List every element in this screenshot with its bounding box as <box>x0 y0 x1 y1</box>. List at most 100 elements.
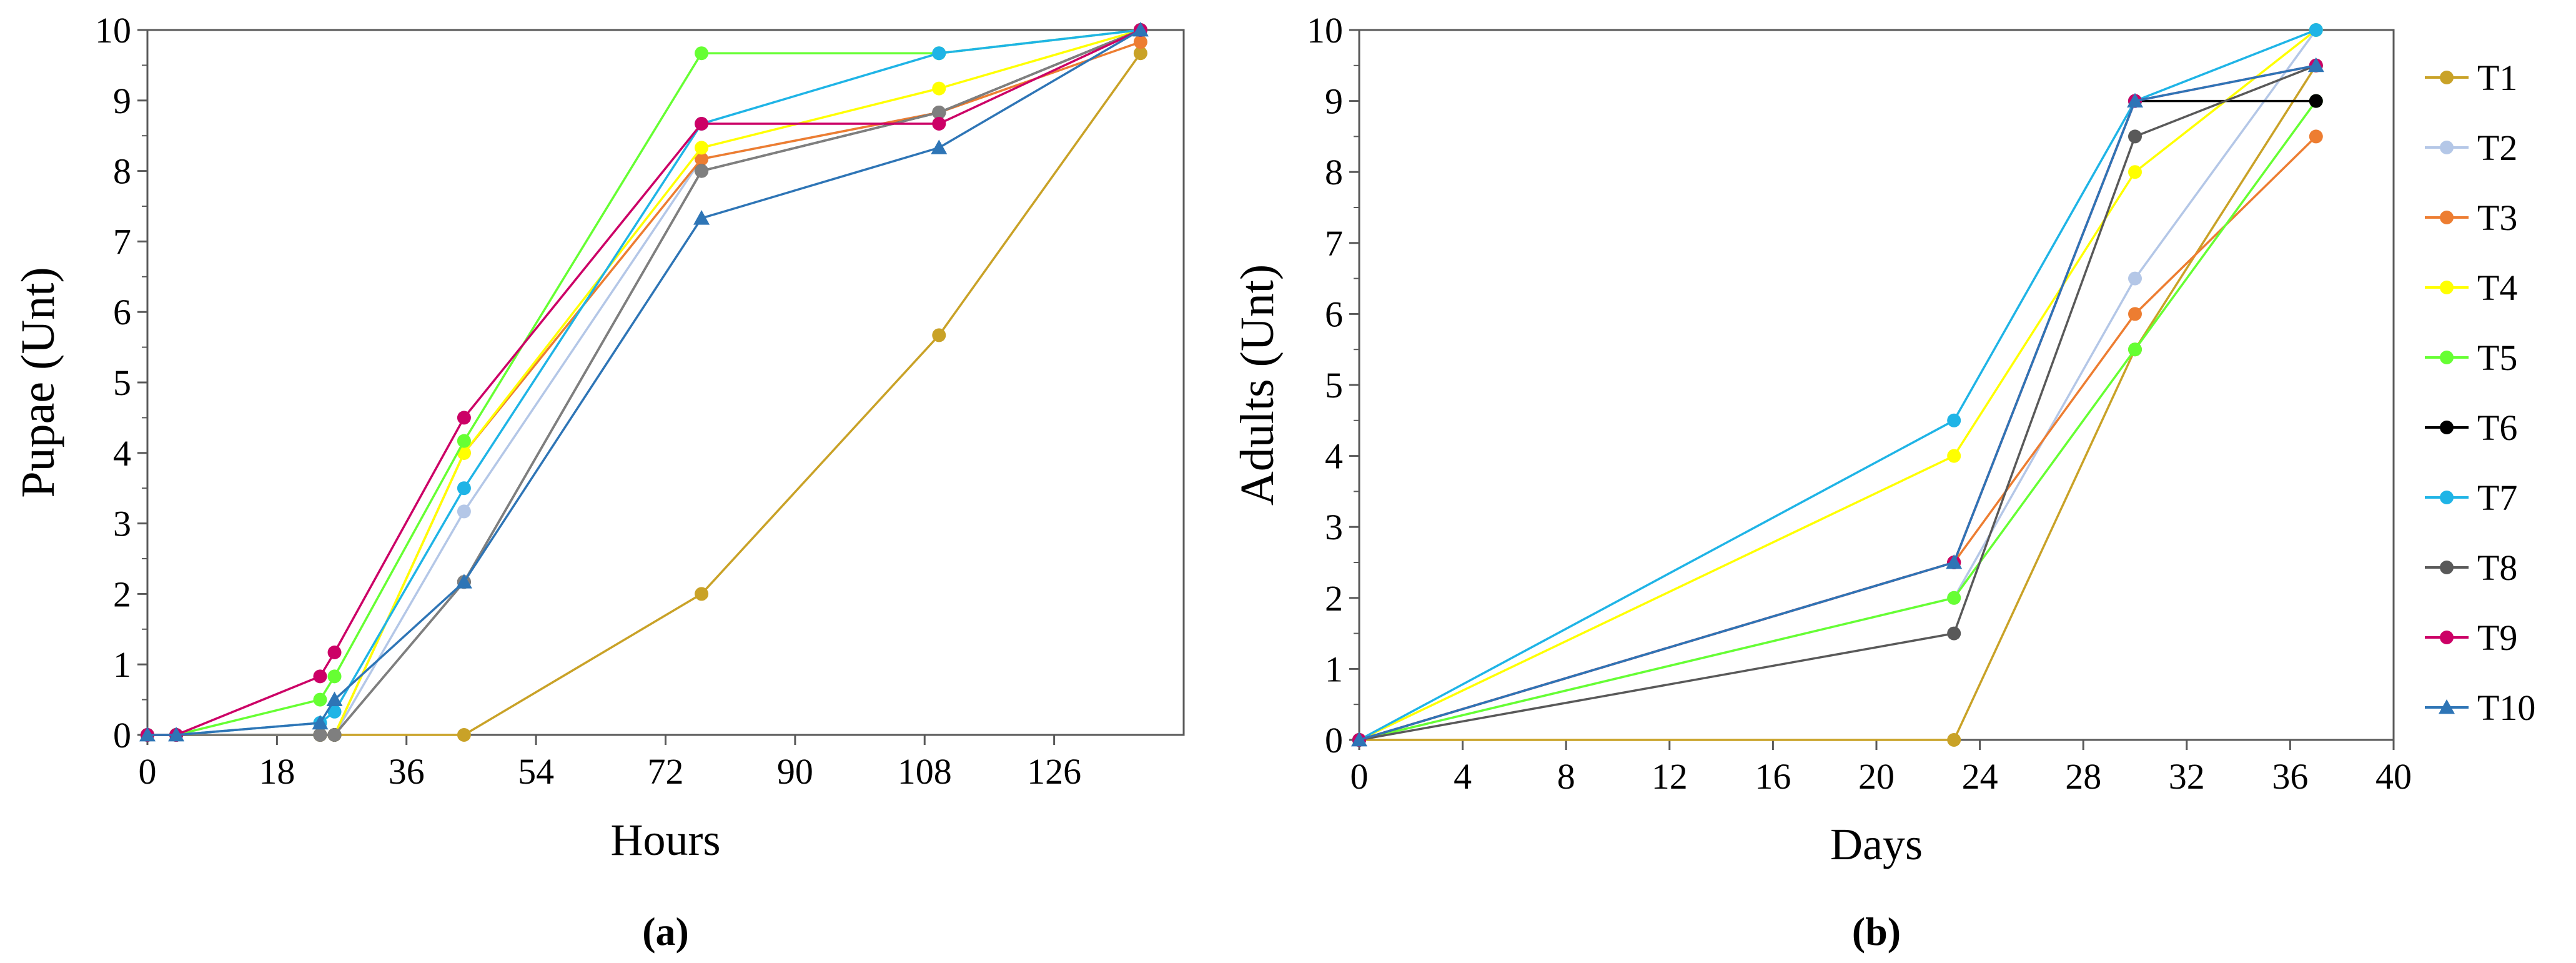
y-tick-label: 2 <box>1325 578 1343 619</box>
data-point <box>2128 342 2142 357</box>
x-tick-label: 32 <box>2169 756 2205 797</box>
y-tick-label: 2 <box>113 574 131 614</box>
y-tick-label: 0 <box>1325 720 1343 761</box>
y-tick-label: 3 <box>113 504 131 544</box>
legend-item: T7 <box>2425 477 2517 518</box>
data-point <box>695 141 709 155</box>
data-point <box>327 728 342 742</box>
data-point <box>1947 449 1961 463</box>
legend-marker <box>2440 561 2454 574</box>
data-point <box>313 728 327 742</box>
x-tick-label: 12 <box>1652 756 1688 797</box>
legend-label: T3 <box>2477 197 2517 238</box>
y-axis-title: Adults (Unt) <box>1231 264 1284 506</box>
data-point <box>2307 57 2324 72</box>
legend-item: T1 <box>2425 57 2517 98</box>
data-point <box>932 328 946 342</box>
data-point <box>1947 413 1961 427</box>
legend-item: T8 <box>2425 547 2517 588</box>
data-point <box>932 46 946 61</box>
x-tick-label: 18 <box>259 751 295 792</box>
y-tick-label: 9 <box>1325 81 1343 122</box>
y-tick-label: 10 <box>95 10 131 51</box>
data-point <box>1947 733 1961 747</box>
data-point <box>1351 732 1367 747</box>
data-point <box>1132 22 1149 37</box>
data-point <box>932 105 946 119</box>
legend-item: T10 <box>2425 687 2535 728</box>
data-point <box>2128 165 2142 179</box>
y-tick-label: 5 <box>113 362 131 403</box>
data-point <box>457 434 471 448</box>
data-point <box>932 81 946 96</box>
x-tick-label: 0 <box>139 751 157 792</box>
data-point <box>2128 307 2142 321</box>
data-point <box>327 704 342 719</box>
x-tick-label: 126 <box>1027 751 1081 792</box>
data-point <box>693 210 710 225</box>
x-tick-label: 0 <box>1350 756 1369 797</box>
y-tick-label: 3 <box>1325 507 1343 547</box>
data-point <box>457 481 471 496</box>
series-line <box>147 29 1141 736</box>
data-point <box>2128 271 2142 286</box>
data-point <box>695 117 709 131</box>
data-point <box>457 728 471 742</box>
data-point <box>457 504 471 519</box>
data-point <box>2309 94 2323 108</box>
series-line <box>1359 64 2317 741</box>
x-tick-label: 90 <box>777 751 813 792</box>
legend-item: T3 <box>2425 197 2517 238</box>
data-point <box>457 411 471 425</box>
legend-label: T2 <box>2477 127 2517 168</box>
data-point <box>313 669 327 684</box>
data-point <box>2309 129 2323 144</box>
y-tick-label: 4 <box>1325 436 1343 477</box>
legend-item: T2 <box>2425 127 2517 168</box>
data-point <box>139 727 156 742</box>
y-tick-label: 10 <box>1307 10 1343 51</box>
data-point <box>1947 591 1961 605</box>
data-point <box>455 574 472 589</box>
data-point <box>2128 129 2142 144</box>
y-tick-label: 6 <box>1325 294 1343 334</box>
data-point <box>695 587 709 601</box>
legend-item: T9 <box>2425 617 2517 658</box>
y-tick-label: 0 <box>113 715 131 756</box>
legend-marker <box>2440 141 2454 154</box>
legend-label: T5 <box>2477 337 2517 378</box>
legend-marker <box>2440 421 2454 434</box>
chart-panel-0: 0 1 2 3 4 5 6 7 8 9 10 0 18 36 54 72 90 108 126 Hours Pupae … <box>12 10 1185 954</box>
legend-item: T5 <box>2425 337 2517 378</box>
y-tick-label: 8 <box>113 151 131 192</box>
x-tick-label: 72 <box>648 751 684 792</box>
x-tick-label: 36 <box>2272 756 2308 797</box>
y-tick-label: 4 <box>113 433 131 474</box>
y-tick-label: 1 <box>113 644 131 685</box>
data-point <box>931 139 948 154</box>
data-point <box>695 164 709 178</box>
y-tick-label: 9 <box>113 81 131 121</box>
panel-label: (b) <box>1852 909 1901 954</box>
x-tick-label: 36 <box>389 751 425 792</box>
x-tick-label: 54 <box>518 751 554 792</box>
legend-marker <box>2440 211 2454 224</box>
legend-marker <box>2440 351 2454 364</box>
y-tick-label: 7 <box>1325 223 1343 264</box>
x-axis-title: Days <box>1830 819 1923 869</box>
data-point <box>312 714 329 730</box>
legend-label: T4 <box>2477 267 2517 308</box>
series-line <box>1359 29 2317 741</box>
x-tick-label: 24 <box>1962 756 1998 797</box>
y-tick-label: 5 <box>1325 365 1343 406</box>
legend-marker <box>2439 699 2455 714</box>
legend-label: T7 <box>2477 477 2517 518</box>
legend-marker <box>2440 281 2454 294</box>
data-point <box>327 646 342 660</box>
legend-label: T9 <box>2477 617 2517 658</box>
x-tick-label: 20 <box>1858 756 1895 797</box>
legend-marker <box>2440 631 2454 644</box>
data-point <box>695 152 709 166</box>
